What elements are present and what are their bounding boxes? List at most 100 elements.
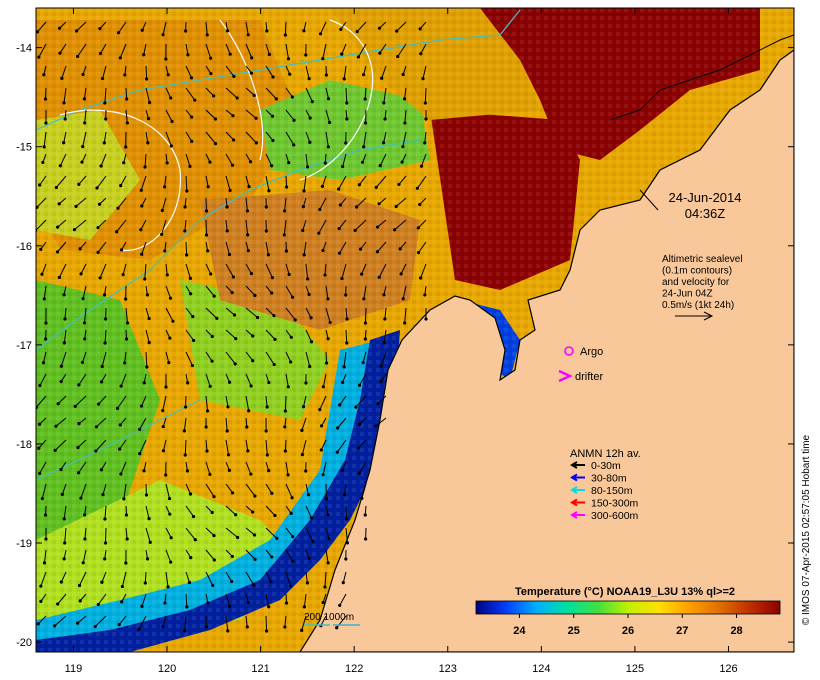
velocity-arrow (420, 43, 427, 54)
velocity-arrow-head (353, 228, 357, 232)
velocity-arrow-head (123, 73, 127, 77)
velocity-arrow (117, 197, 127, 209)
velocity-arrow (284, 21, 287, 36)
y-tick-label: -15 (16, 142, 32, 154)
velocity-arrow (325, 87, 330, 99)
velocity-arrow-head (319, 448, 323, 452)
velocity-arrow (245, 109, 257, 119)
velocity-arrow (63, 329, 67, 343)
velocity-arrow (63, 131, 67, 143)
velocity-arrow (305, 351, 311, 367)
velocity-arrow-head (275, 536, 279, 540)
velocity-arrow-head (125, 537, 129, 541)
velocity-arrow-head (232, 313, 237, 317)
velocity-arrow-head (204, 425, 208, 429)
velocity-arrow (337, 417, 347, 429)
velocity-arrow-head (235, 96, 239, 100)
velocity-arrow (205, 307, 218, 319)
velocity-arrow-head (419, 52, 423, 56)
velocity-arrow-head (189, 76, 194, 80)
velocity-arrow (185, 87, 196, 101)
velocity-arrow-head (337, 251, 342, 255)
velocity-arrow-head (363, 97, 367, 101)
velocity-arrow-head (204, 625, 209, 629)
velocity-arrow (343, 483, 347, 495)
velocity-arrow-head (125, 97, 129, 101)
y-tick-label: -16 (16, 241, 32, 253)
velocity-arrow-head (145, 77, 149, 81)
velocity-arrow (305, 65, 310, 79)
velocity-arrow-head (184, 405, 188, 409)
velocity-arrow (358, 175, 367, 186)
velocity-arrow-head (301, 405, 306, 409)
velocity-arrow-head (270, 164, 274, 168)
velocity-arrow-head (58, 164, 62, 168)
velocity-arrow-head (321, 248, 325, 253)
velocity-arrow-head (264, 429, 268, 433)
velocity-arrow (43, 285, 47, 299)
velocity-arrow-head (267, 380, 271, 385)
velocity-arrow-head (233, 362, 237, 366)
velocity-arrow-head (190, 139, 194, 143)
velocity-arrow-head (74, 204, 78, 208)
anmn-legend-label: 0-30m (591, 460, 621, 472)
velocity-arrow-head (335, 626, 339, 630)
credit-text: © IMOS 07-Apr-2015 02:57:05 Hobart time (801, 434, 812, 625)
velocity-arrow-head (305, 581, 310, 585)
velocity-arrow-head (291, 559, 295, 563)
velocity-arrow (185, 329, 195, 341)
velocity-arrow-head (321, 600, 325, 605)
velocity-arrow-head (164, 57, 168, 61)
velocity-arrow (185, 153, 191, 167)
velocity-arrow-head (140, 28, 144, 32)
x-tick-label: 126 (719, 663, 737, 675)
x-tick-label: 120 (158, 663, 176, 675)
velocity-arrow-head (209, 56, 213, 60)
velocity-arrow-head (300, 428, 304, 432)
velocity-arrow-head (400, 160, 404, 164)
velocity-arrow-head (321, 473, 325, 477)
velocity-arrow-head (401, 72, 405, 77)
velocity-arrow-head (246, 249, 250, 253)
velocity-arrow-head (44, 321, 48, 325)
velocity-arrow-head (142, 381, 146, 385)
velocity-arrow (225, 615, 229, 631)
velocity-arrow (205, 351, 213, 362)
velocity-arrow (125, 87, 128, 100)
x-tick-label: 124 (532, 663, 550, 675)
velocity-arrow-head (225, 205, 229, 209)
velocity-arrow-head (103, 517, 107, 521)
velocity-arrow-head (62, 557, 66, 561)
velocity-arrow-head (308, 364, 312, 369)
velocity-arrow (205, 219, 208, 236)
velocity-arrow (245, 439, 249, 451)
velocity-arrow (265, 571, 272, 583)
velocity-arrow (205, 131, 216, 144)
velocity-arrow-head (283, 33, 287, 37)
velocity-arrow-head (96, 602, 100, 607)
velocity-arrow (320, 439, 327, 451)
velocity-arrow-head (59, 467, 63, 472)
velocity-arrow (265, 505, 276, 516)
velocity-arrow (364, 307, 367, 324)
velocity-arrow (245, 307, 258, 318)
velocity-arrow-head (184, 29, 188, 33)
velocity-arrow (417, 175, 427, 189)
velocity-arrow-head (378, 164, 382, 168)
velocity-arrow (305, 527, 314, 542)
velocity-arrow (205, 43, 212, 59)
velocity-arrow-head (78, 247, 82, 251)
velocity-arrow-head (119, 184, 123, 188)
velocity-arrow-head (340, 52, 344, 56)
velocity-arrow-head (246, 449, 250, 453)
velocity-arrow-head (337, 187, 341, 191)
velocity-arrow-head (264, 205, 268, 209)
velocity-arrow-head (98, 276, 102, 280)
sealevel-note-line: 0.5m/s (1kt 24h) (662, 300, 734, 311)
velocity-arrow (162, 21, 167, 35)
velocity-arrow (101, 571, 107, 583)
velocity-arrow-head (383, 117, 387, 121)
velocity-arrow-head (100, 76, 105, 81)
colorbar-tick-label: 28 (730, 625, 742, 637)
velocity-arrow (283, 219, 287, 235)
